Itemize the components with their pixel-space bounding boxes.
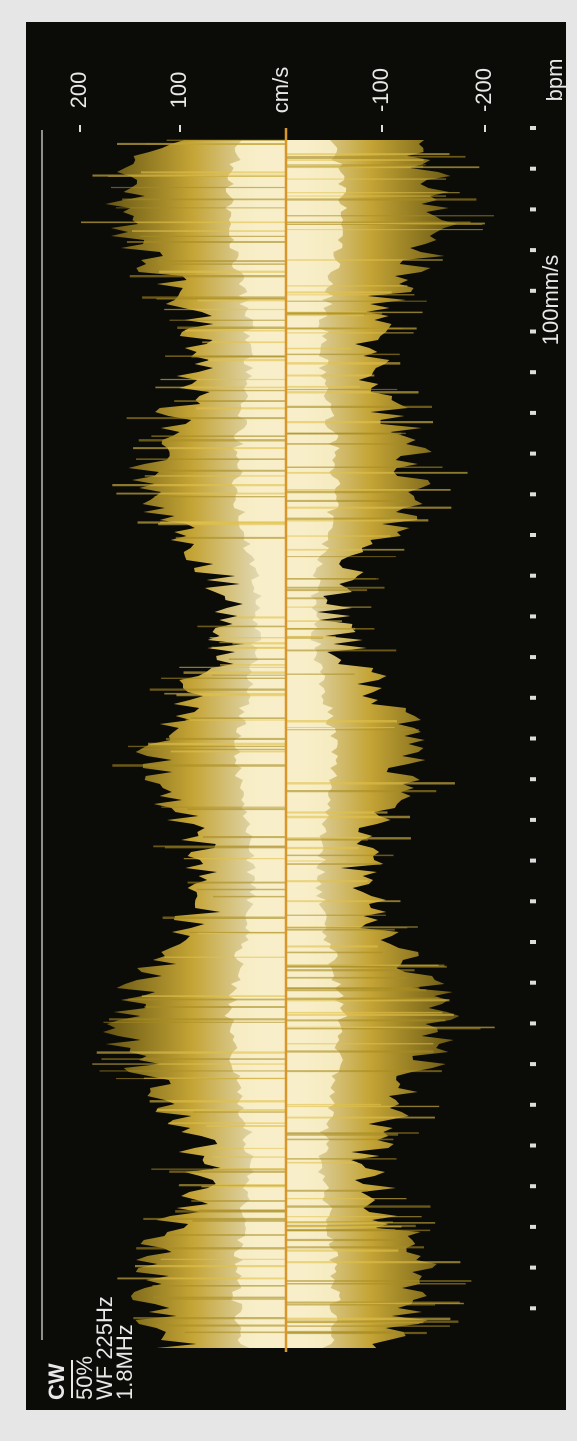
timing-dot <box>530 614 536 619</box>
timing-marks <box>530 126 536 1311</box>
spectrum <box>80 139 495 1348</box>
wall-filter: WF 225Hz <box>92 1296 117 1400</box>
timing-dot <box>530 370 536 375</box>
timing-dot <box>530 533 536 537</box>
timing-dot <box>530 858 536 863</box>
timing-dot <box>530 329 536 334</box>
timing-dot <box>530 1102 536 1107</box>
timing-dot <box>530 1184 536 1189</box>
timing-dot <box>530 573 536 578</box>
timing-dot <box>530 980 536 985</box>
scale-label: 200 <box>66 72 91 109</box>
bpm-unit: bpm <box>542 59 567 102</box>
timing-dot <box>530 1306 536 1311</box>
timing-dot <box>530 410 536 415</box>
scale-unit: cm/s <box>268 67 293 113</box>
gain: 50% <box>72 1356 97 1400</box>
timing-dot <box>530 777 536 782</box>
timing-dot <box>530 166 536 171</box>
scale-label: -100 <box>368 68 393 112</box>
timing-dot <box>530 1224 536 1229</box>
sweep-speed: 100mm/s <box>538 255 563 345</box>
scale: 200 100 cm/s -100 -200 <box>66 67 496 132</box>
timing-dot <box>530 1021 536 1026</box>
timing-dot <box>530 1143 536 1148</box>
frequency: 1.8MHz <box>112 1324 137 1400</box>
mode: CW <box>44 1363 69 1400</box>
timing-dot <box>530 248 536 253</box>
timing-dot <box>530 1265 536 1270</box>
timing-dot <box>530 126 536 130</box>
timing-dot <box>530 817 536 822</box>
timing-dot <box>530 899 536 904</box>
timing-dot <box>530 695 536 700</box>
scale-label: 100 <box>166 72 191 109</box>
timing-dot <box>530 736 536 741</box>
timing-dot <box>530 940 536 944</box>
scale-label: -200 <box>471 68 496 112</box>
header-info: CW 50% WF 225Hz 1.8MHz <box>44 1296 137 1400</box>
timing-dot <box>530 492 536 497</box>
timing-dot <box>530 288 536 293</box>
timing-dot <box>530 655 536 660</box>
timing-dot <box>530 1062 536 1067</box>
timing-dot <box>530 451 536 456</box>
timing-dot <box>530 207 536 212</box>
